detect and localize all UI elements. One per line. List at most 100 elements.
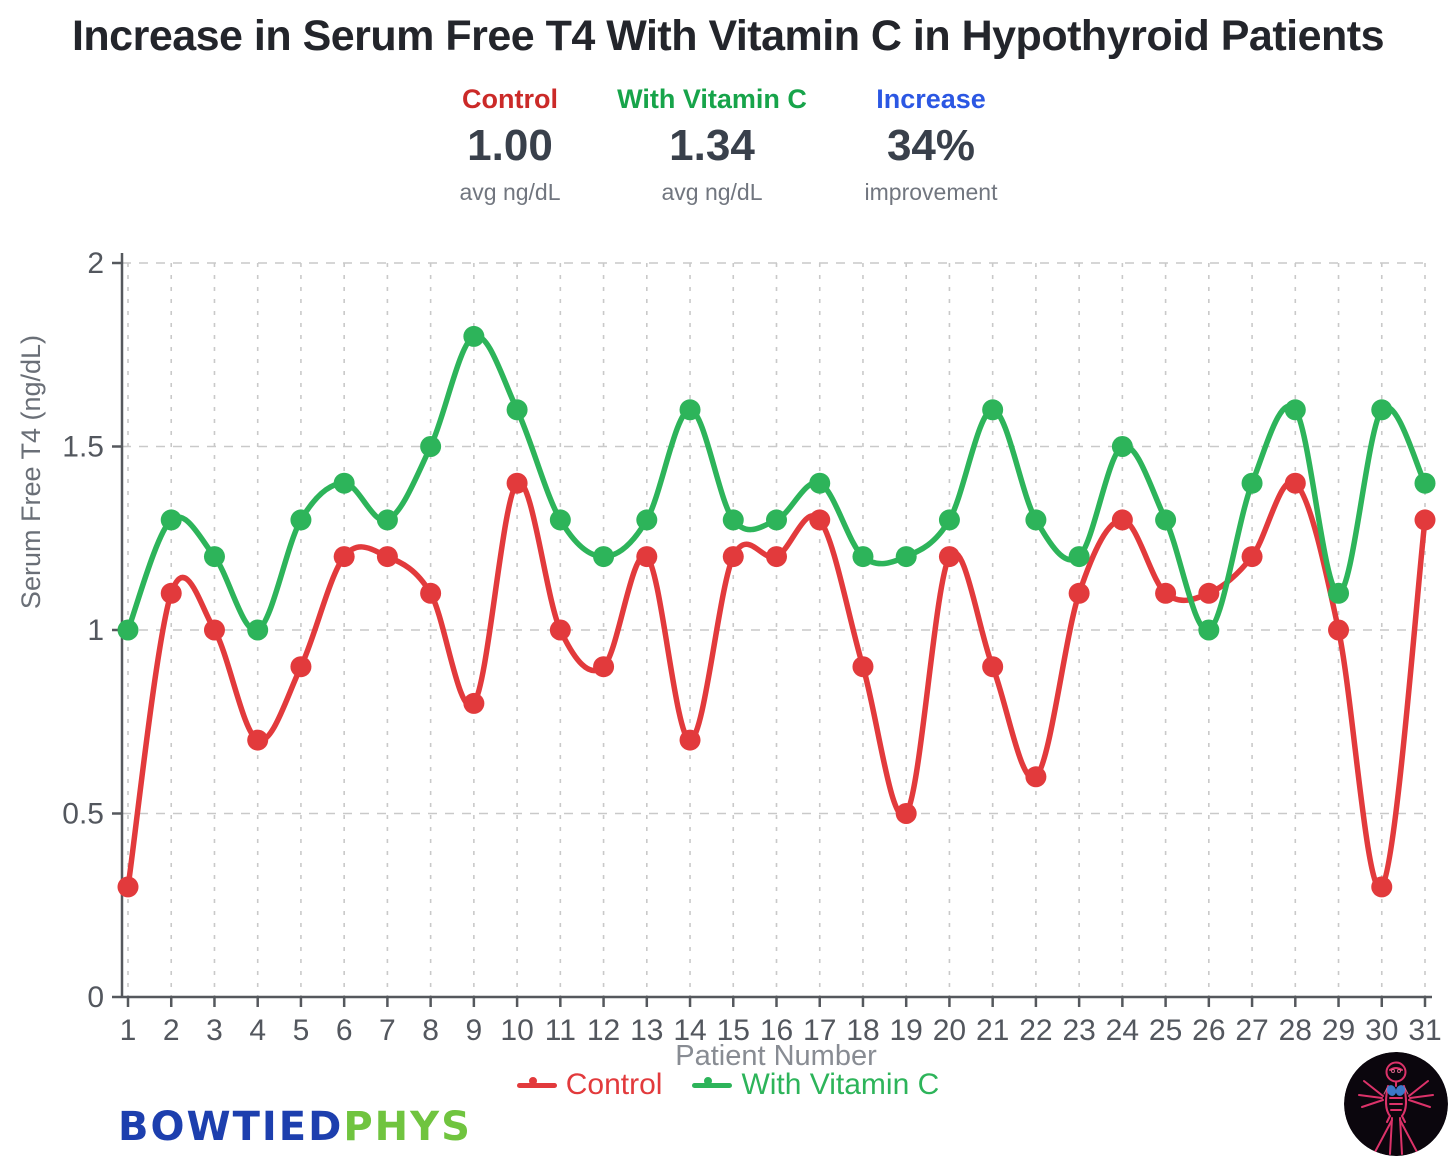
svg-text:27: 27 bbox=[1235, 1014, 1268, 1047]
data-point bbox=[766, 546, 787, 568]
data-point bbox=[1284, 399, 1306, 421]
series-line bbox=[125, 333, 1428, 633]
data-point bbox=[117, 876, 139, 898]
data-point bbox=[1111, 436, 1133, 457]
data-point bbox=[1198, 582, 1220, 604]
svg-text:24: 24 bbox=[1106, 1014, 1139, 1047]
data-point bbox=[203, 619, 225, 641]
svg-text:11: 11 bbox=[545, 1014, 576, 1047]
data-point bbox=[247, 619, 269, 641]
legend-label-vitamin-c: With Vitamin C bbox=[741, 1068, 940, 1101]
data-point bbox=[1241, 472, 1263, 494]
stat-control: Control 1.00 avg ng/dL bbox=[390, 84, 630, 206]
data-point bbox=[1111, 509, 1133, 531]
svg-text:7: 7 bbox=[379, 1014, 396, 1047]
series-points bbox=[117, 325, 1436, 641]
svg-text:2: 2 bbox=[87, 247, 104, 280]
data-point bbox=[1414, 472, 1436, 494]
data-point bbox=[1371, 399, 1393, 421]
data-point bbox=[160, 582, 182, 604]
svg-text:6: 6 bbox=[336, 1014, 353, 1047]
svg-text:25: 25 bbox=[1149, 1014, 1182, 1047]
data-point bbox=[1155, 582, 1177, 604]
data-point bbox=[463, 692, 485, 714]
svg-text:0.5: 0.5 bbox=[62, 798, 104, 831]
wordmark-bowtied: BOWTIED bbox=[118, 1104, 344, 1150]
svg-text:2: 2 bbox=[163, 1014, 180, 1047]
data-point bbox=[290, 656, 312, 678]
svg-text:21: 21 bbox=[976, 1014, 1009, 1047]
stat-control-value: 1.00 bbox=[467, 121, 553, 170]
data-point bbox=[938, 546, 960, 568]
data-point bbox=[1284, 472, 1306, 494]
svg-text:10: 10 bbox=[500, 1014, 533, 1047]
wordmark-phys: PHYS bbox=[343, 1104, 472, 1150]
data-point bbox=[852, 546, 874, 568]
bowtiedphys-wordmark: BOWTIEDPHYS bbox=[118, 1104, 472, 1150]
data-point bbox=[895, 546, 917, 568]
vitruvian-figure-icon bbox=[1344, 1052, 1448, 1156]
data-point bbox=[160, 509, 182, 531]
data-point bbox=[1025, 509, 1047, 531]
data-point bbox=[333, 472, 355, 494]
svg-text:0: 0 bbox=[87, 981, 104, 1014]
data-point bbox=[895, 803, 917, 824]
data-point bbox=[506, 399, 528, 421]
data-point bbox=[722, 509, 744, 531]
data-point bbox=[636, 509, 658, 531]
stat-control-label: Control bbox=[462, 84, 558, 114]
svg-text:29: 29 bbox=[1322, 1014, 1355, 1047]
stat-control-unit: avg ng/dL bbox=[459, 179, 561, 205]
data-point bbox=[809, 509, 831, 531]
vitamin-c-series-marker-icon bbox=[692, 1069, 733, 1101]
stat-vitamin-c: With Vitamin C 1.34 avg ng/dL bbox=[592, 84, 832, 206]
stat-vitamin-c-unit: avg ng/dL bbox=[661, 179, 763, 205]
data-point bbox=[1328, 582, 1350, 604]
series-control bbox=[117, 472, 1436, 898]
data-point bbox=[1068, 546, 1090, 568]
svg-text:20: 20 bbox=[933, 1014, 966, 1047]
stat-increase-label: Increase bbox=[876, 84, 986, 114]
data-point bbox=[1198, 619, 1220, 641]
data-point bbox=[593, 656, 615, 678]
svg-text:26: 26 bbox=[1192, 1014, 1225, 1047]
data-point bbox=[982, 656, 1004, 678]
y-gridlines bbox=[122, 262, 1430, 815]
data-point bbox=[1068, 582, 1090, 604]
data-point bbox=[938, 509, 960, 531]
svg-text:15: 15 bbox=[717, 1014, 750, 1047]
data-point bbox=[420, 436, 442, 457]
data-point bbox=[1241, 546, 1263, 568]
x-tick-labels: 1 2 3 4 5 6 7 8 9 10 11 12 13 14 15 16 17 18 19 20 21 22 23 24 2… bbox=[120, 1014, 1442, 1047]
svg-text:18: 18 bbox=[846, 1014, 879, 1047]
svg-text:1: 1 bbox=[87, 614, 104, 647]
y-axis-label: Serum Free T4 (ng/dL) bbox=[16, 334, 46, 610]
data-point bbox=[463, 325, 485, 347]
svg-text:1.5: 1.5 bbox=[62, 431, 104, 464]
data-point bbox=[376, 509, 398, 531]
data-point bbox=[203, 546, 225, 568]
svg-text:4: 4 bbox=[249, 1014, 266, 1047]
svg-text:28: 28 bbox=[1279, 1014, 1312, 1047]
svg-text:9: 9 bbox=[466, 1014, 483, 1047]
data-point bbox=[852, 656, 874, 678]
data-point bbox=[1414, 509, 1436, 531]
data-point bbox=[247, 729, 269, 751]
y-tick-labels: 0 0.5 1 1.5 2 bbox=[62, 247, 104, 1014]
svg-text:5: 5 bbox=[293, 1014, 310, 1047]
svg-text:30: 30 bbox=[1365, 1014, 1398, 1047]
x-gridlines bbox=[127, 263, 1426, 997]
data-point bbox=[982, 399, 1004, 421]
data-point bbox=[1155, 509, 1177, 531]
legend-item-vitamin-c: With Vitamin C bbox=[692, 1068, 939, 1102]
legend-item-control: Control bbox=[516, 1068, 662, 1102]
data-point bbox=[117, 619, 139, 641]
series-points bbox=[117, 472, 1436, 898]
data-point bbox=[290, 509, 312, 531]
stat-increase-unit: improvement bbox=[864, 179, 998, 205]
svg-text:3: 3 bbox=[206, 1014, 223, 1047]
chart-legend: Control With Vitamin C bbox=[0, 1068, 1456, 1102]
series-with-vitamin-c bbox=[117, 325, 1436, 641]
data-point bbox=[549, 619, 571, 641]
stat-vitamin-c-label: With Vitamin C bbox=[617, 84, 807, 114]
